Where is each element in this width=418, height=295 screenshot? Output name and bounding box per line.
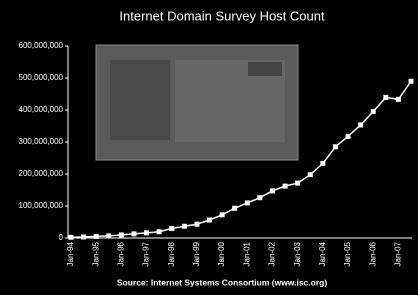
x-tick-label: Jan-96: [116, 241, 125, 266]
x-tick-label: Jan-07: [394, 241, 403, 266]
y-tick-label: 600,000,000: [19, 41, 64, 50]
y-tick-label: 300,000,000: [19, 137, 64, 146]
y-tick-label: 500,000,000: [19, 73, 64, 82]
point: [295, 181, 300, 186]
point: [131, 231, 136, 236]
point: [383, 95, 388, 100]
y-tick-label: 0: [59, 233, 64, 242]
point: [220, 212, 225, 217]
point: [106, 233, 111, 238]
x-tick-label: Jan-06: [368, 241, 377, 266]
x-tick-label: Jan-04: [318, 241, 327, 266]
point: [182, 224, 187, 229]
point: [257, 195, 262, 200]
x-tick-label: Jan-00: [217, 241, 226, 266]
inset-legend: [248, 62, 282, 76]
source-note: Source: Internet Systems Consortium (www…: [117, 277, 328, 287]
x-tick-label: Jan-98: [167, 241, 176, 266]
chart: Internet Domain Survey Host Count Source…: [0, 0, 418, 295]
point: [333, 144, 338, 149]
point: [283, 184, 288, 189]
x-tick-label: Jan-03: [293, 241, 302, 266]
x-tick-label: Jan-95: [91, 241, 100, 266]
point: [157, 229, 162, 234]
point: [69, 235, 74, 240]
point: [308, 172, 313, 177]
x-tick-label: Jan-97: [142, 241, 151, 266]
x-tick-label: Jan-99: [192, 241, 201, 266]
point: [169, 226, 174, 231]
y-tick-label: 400,000,000: [19, 105, 64, 114]
inset-table: [110, 60, 170, 140]
point: [371, 109, 376, 114]
point: [144, 230, 149, 235]
point: [194, 222, 199, 227]
inset-image: [96, 45, 298, 160]
x-tick-label: Jan-02: [268, 241, 277, 266]
point: [245, 200, 250, 205]
point: [396, 97, 401, 102]
point: [346, 134, 351, 139]
point: [320, 161, 325, 166]
point: [119, 232, 124, 237]
point: [94, 234, 99, 239]
x-tick-label: Jan-01: [242, 241, 251, 266]
point: [409, 79, 414, 84]
x-tick-label: Jan-94: [66, 241, 75, 266]
point: [81, 234, 86, 239]
point: [207, 218, 212, 223]
point: [358, 122, 363, 127]
point: [270, 188, 275, 193]
point: [232, 206, 237, 211]
y-tick-label: 100,000,000: [19, 201, 64, 210]
chart-title: Internet Domain Survey Host Count: [119, 8, 325, 23]
x-tick-label: Jan-05: [343, 241, 352, 266]
y-tick-label: 200,000,000: [19, 169, 64, 178]
